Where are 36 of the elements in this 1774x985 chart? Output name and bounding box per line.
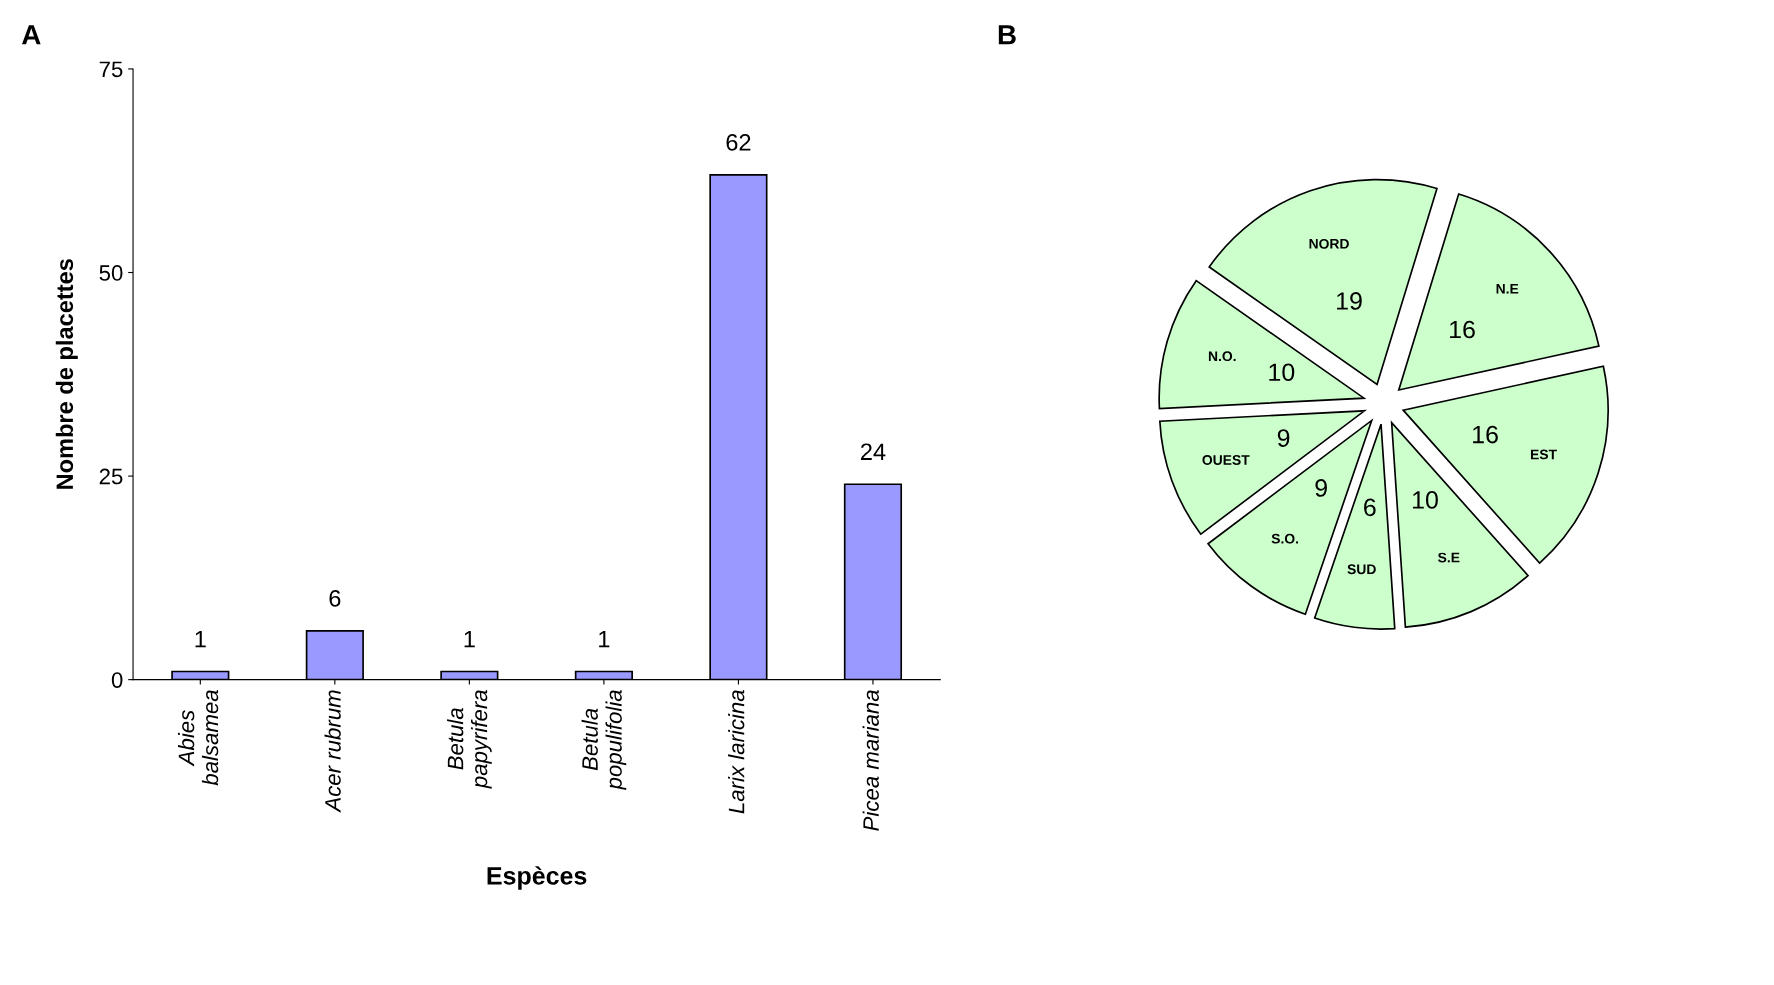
- data-label: 1: [464, 630, 475, 648]
- data-label: 24: [861, 443, 886, 460]
- slice-label: OUEST: [1202, 455, 1250, 465]
- x-tick-label: Acer rubrum: [324, 690, 341, 813]
- y-tick-label: 50: [99, 265, 123, 281]
- x-axis-title: Espèces: [487, 866, 587, 890]
- data-label: 16: [1450, 320, 1475, 339]
- chart-title: A: [21, 25, 41, 45]
- x-tick-label: Picea mariana: [862, 690, 879, 831]
- data-label: 9: [1277, 429, 1290, 447]
- slice-label: S.E: [1438, 552, 1460, 563]
- slice-label: N.O.: [1208, 351, 1236, 362]
- data-label: 6: [1364, 498, 1376, 517]
- x-tick-label: Larix laricina: [728, 690, 745, 814]
- data-label: 10: [1412, 491, 1438, 509]
- x-tick-label: Betula papyrifera: [447, 690, 492, 789]
- chart-title: B: [998, 25, 1016, 45]
- data-label: 19: [1337, 292, 1362, 310]
- data-label: 1: [195, 630, 206, 648]
- data-label: 10: [1269, 363, 1295, 382]
- slice-label: EST: [1530, 449, 1557, 460]
- slice-label: NORD: [1309, 238, 1349, 249]
- slice-label: N.E: [1496, 283, 1519, 294]
- y-tick-label: 75: [99, 61, 123, 78]
- y-axis-title: Nombre de placettes: [55, 259, 78, 489]
- y-tick-label: 25: [99, 468, 123, 485]
- x-tick-label: Abies balsamea: [177, 690, 219, 786]
- data-label: 62: [726, 133, 751, 151]
- data-label: 1: [599, 630, 610, 648]
- slice-label: S.O.: [1271, 533, 1299, 544]
- data-label: 16: [1473, 425, 1498, 444]
- data-label: 6: [329, 589, 341, 607]
- slice-label: SUD: [1347, 564, 1376, 575]
- x-tick-label: Betula populifolia: [581, 690, 627, 790]
- data-label: 9: [1315, 479, 1327, 497]
- y-tick-label: 0: [111, 672, 123, 688]
